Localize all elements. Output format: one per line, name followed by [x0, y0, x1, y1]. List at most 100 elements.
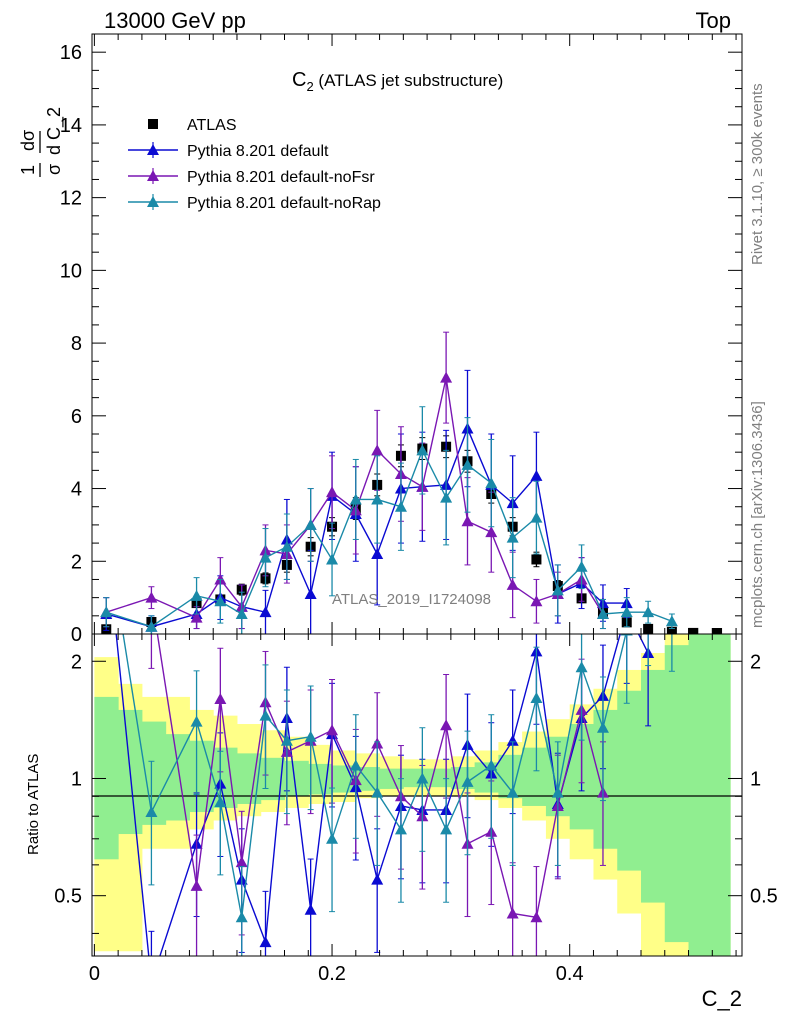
data-point-noRap [575, 560, 588, 572]
svg-text:1: 1 [18, 165, 38, 175]
ratio-point-noRap [235, 911, 248, 923]
ylabel-top: 1 σ dσ d C_2 [18, 107, 65, 177]
ratio-tick-label: 1 [750, 768, 761, 790]
ratio-point-noRap [596, 721, 609, 733]
ratio-point-default [304, 903, 317, 915]
data-point-noRap [665, 615, 678, 627]
data-point-noRap [596, 608, 609, 619]
data-point-noRap [214, 595, 227, 607]
ratio-panel: 0.5 0.5 1 1 2 2 Ratio to ATLAS [25, 522, 778, 957]
data-point-noFsr [461, 515, 474, 527]
chart-title-sub: 2 [306, 79, 313, 94]
data-point-noFsr [190, 611, 203, 623]
data-point-ATLAS [712, 628, 723, 638]
chart-title: C2 (ATLAS jet substructure) [292, 69, 503, 94]
ratio-point-noRap [371, 786, 384, 798]
ratio-point-noFsr [326, 724, 339, 736]
y-tick-label: 4 [71, 479, 82, 501]
ratio-series-noRap [100, 522, 678, 956]
header-process-label: 13000 GeV pp [104, 8, 246, 33]
ratio-point-noRap [145, 806, 158, 818]
data-point-noRap [371, 493, 384, 505]
x-tick-label: 0 [89, 963, 100, 985]
ratio-point-noRap [575, 661, 588, 673]
ratio-band-green [640, 669, 666, 903]
ratio-tick-label: 1 [71, 768, 82, 790]
ratio-band-green [189, 740, 214, 813]
analysis-watermark: ATLAS_2019_I1724098 [332, 591, 491, 608]
data-point-noRap [551, 584, 564, 596]
ratio-point-noRap [551, 786, 564, 798]
legend: ATLAS Pythia 8.201 default Pythia 8.201 de… [128, 117, 381, 212]
legend-item-default: Pythia 8.201 default [128, 142, 329, 160]
data-point-noRap [485, 477, 498, 489]
data-point-ATLAS [666, 626, 677, 637]
series-line-noRap [106, 448, 673, 628]
svg-text:d C_2: d C_2 [44, 107, 65, 155]
data-point-noRap [145, 620, 158, 632]
data-point-noFsr [440, 371, 453, 383]
y-tick-label: 10 [60, 260, 82, 282]
rivet-version-label: Rivet 3.1.10, ≥ 300k events [749, 83, 766, 265]
data-point-noRap [461, 458, 474, 470]
data-point-noFsr [485, 526, 498, 538]
ratio-tick-label: 0.5 [54, 886, 82, 908]
data-point-noRap [190, 589, 203, 601]
data-point-noFsr [506, 578, 519, 590]
ratio-point-noFsr [440, 719, 453, 731]
x-tick-label: 0.2 [318, 963, 346, 985]
ratio-point-noRap [280, 734, 293, 746]
chart-title-rest: (ATLAS jet substructure) [314, 71, 504, 90]
legend-label: ATLAS [187, 117, 237, 134]
y-tick-label: 0 [71, 624, 82, 646]
x-tick-label: 0.4 [556, 963, 584, 985]
ratio-band-green [664, 645, 690, 943]
ratio-point-default [371, 873, 384, 885]
data-point-ATLAS [643, 623, 654, 634]
ratio-band-green [688, 634, 713, 956]
ratio-point-noRap [666, 592, 678, 603]
data-point-noRap [349, 493, 362, 505]
main-series [100, 331, 723, 638]
data-point-default [371, 548, 384, 559]
ratio-band-green [165, 734, 190, 821]
ratio-point-noRap [506, 786, 519, 798]
ratio-point-noFsr [530, 911, 543, 923]
x-axis: 0 0.2 0.4 [89, 34, 737, 985]
ratio-point-noRap [100, 522, 112, 533]
data-point-ATLAS [688, 627, 699, 638]
ratio-band-green [308, 763, 333, 795]
data-point-default [304, 588, 317, 599]
ratio-frame [91, 633, 743, 957]
ratio-point-noRap [530, 691, 543, 703]
ratio-point-noRap [304, 730, 317, 742]
data-point-noFsr [326, 486, 339, 498]
ratio-point-default [259, 936, 272, 948]
data-point-noRap [642, 606, 655, 618]
data-point-noRap [416, 444, 429, 456]
data-point-noFsr [530, 595, 543, 607]
ratio-point-noRap [349, 759, 362, 771]
main-panel: 0 2 4 6 8 10 12 14 16 C2 (ATLAS jet substructure… [60, 33, 743, 646]
xlabel: C_2 [702, 986, 742, 1011]
ratio-point-default [506, 734, 519, 746]
legend-item-noRap: Pythia 8.201 default-noRap [128, 194, 381, 212]
data-point-noFsr [371, 444, 384, 456]
ratio-band-green [712, 634, 731, 956]
legend-label: Pythia 8.201 default-noRap [187, 195, 381, 212]
ratio-uncertainty-bands [94, 634, 731, 956]
data-point-noRap [100, 606, 113, 618]
legend-item-noFsr: Pythia 8.201 default-noFsr [128, 168, 375, 186]
svg-text:dσ: dσ [18, 130, 38, 151]
series-noRap [100, 406, 678, 635]
ratio-point-noFsr [214, 693, 227, 705]
data-point-noFsr [145, 591, 158, 603]
y-tick-label: 16 [60, 42, 82, 64]
y-tick-label: 2 [71, 551, 82, 573]
ratio-point-noRap [326, 832, 339, 844]
ratio-y-ticks: 0.5 0.5 1 1 2 2 [54, 651, 778, 934]
ratio-point-noRap [394, 823, 407, 835]
y-tick-label: 6 [71, 406, 82, 428]
svg-text:σ: σ [44, 164, 64, 175]
